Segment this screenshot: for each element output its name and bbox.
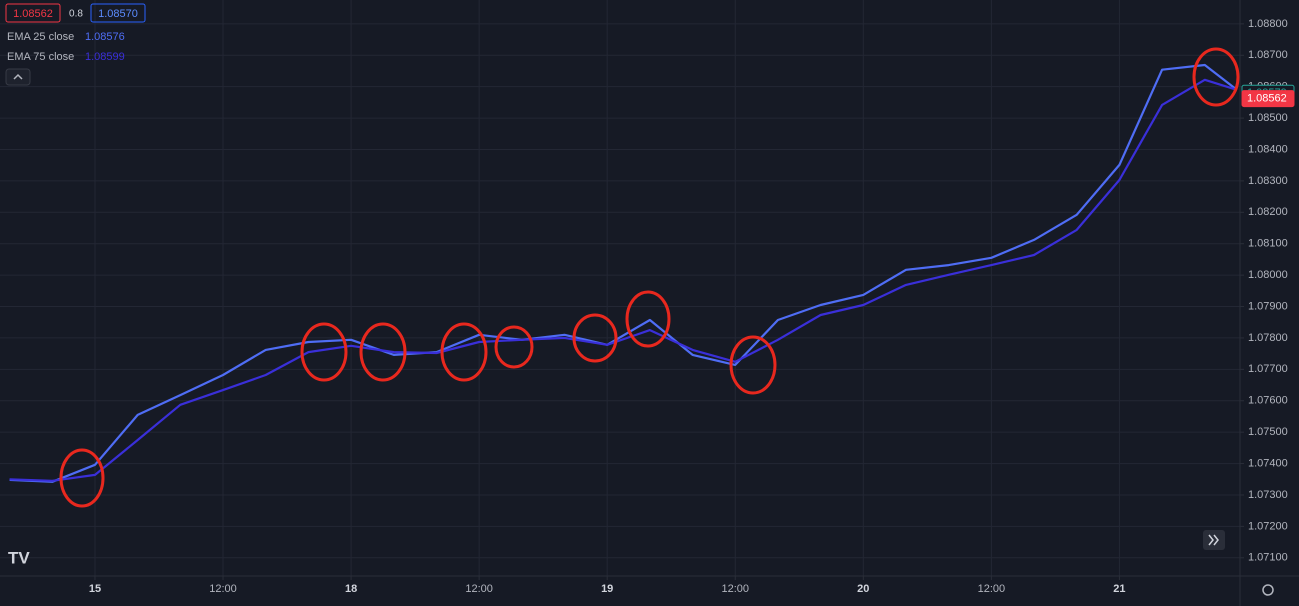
spread: 0.8 [69,9,83,20]
bid: 1.08562 [13,8,53,20]
y-tick-label: 1.07200 [1248,520,1288,532]
ask: 1.08570 [98,8,138,20]
y-tick-label: 1.08800 [1248,18,1288,30]
y-tick-label: 1.08700 [1248,49,1288,61]
grid [0,0,1240,576]
y-tick-label: 1.08400 [1248,143,1288,155]
y-tick-label: 1.08000 [1248,269,1288,281]
y-tick-label: 1.07100 [1248,552,1288,564]
price-tag [1241,90,1295,108]
y-tick-label: 1.07600 [1248,395,1288,407]
y-tick-label: 1.07800 [1248,332,1288,344]
circle [625,290,671,348]
x-tick-label: 18 [345,583,357,595]
y-tick-label: 1.07400 [1248,457,1288,469]
x-tick-label: 15 [89,583,101,595]
circle [494,325,534,369]
ema-line [9,78,1238,482]
collapse-button[interactable] [5,68,31,86]
scroll-icon [1208,534,1219,546]
circle [440,322,488,382]
y-tick-label: 1.08500 [1248,112,1288,124]
legend-value: 1.08599 [85,51,125,63]
ask-box[interactable] [90,3,146,23]
y-tick-label: 1.08100 [1248,238,1288,250]
circle [1192,47,1240,107]
x-tick-label: 21 [1113,583,1125,595]
logo: TV [8,548,30,567]
price-tag-label: 1.08562 [1247,93,1287,105]
settings-icon[interactable] [1262,584,1274,596]
y-tick-label: 1.08300 [1248,175,1288,187]
x-tick-label: 12:00 [465,583,493,595]
x-tick-label: 20 [857,583,869,595]
circle [59,448,105,508]
circle [300,322,348,382]
x-tick-label: 19 [601,583,613,595]
x-tick-label: 12:00 [978,583,1006,595]
legend-label: EMA 25 close [7,31,74,43]
x-tick-label: 12:00 [721,583,749,595]
annotation-circles [59,47,1240,508]
x-tick-label: 12:00 [209,583,237,595]
y-tick-label: 1.07900 [1248,300,1288,312]
bid-box[interactable] [5,3,61,23]
collapse-icon [13,73,23,80]
legend: EMA 25 close 1.08576 EMA 75 close 1.08599 [7,31,125,63]
circle [359,322,407,382]
y-tick-label: 1.07700 [1248,363,1288,375]
y-tick-label: 1.07500 [1248,426,1288,438]
circle [729,335,777,395]
y-tick-label: 1.08200 [1248,206,1288,218]
scroll-button[interactable] [1203,530,1225,550]
legend-label: EMA 75 close [7,51,74,63]
legend-value: 1.08576 [85,31,125,43]
circle [572,313,618,363]
y-tick-label: 1.07300 [1248,489,1288,501]
